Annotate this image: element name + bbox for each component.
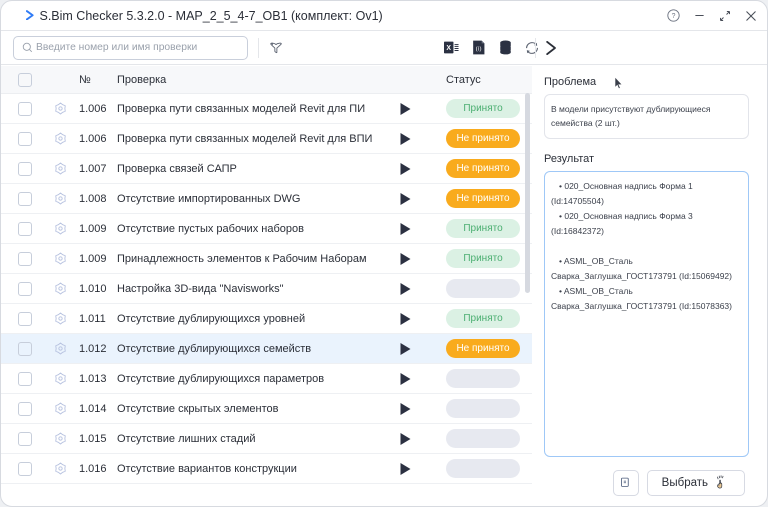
svg-text:(i): (i) (476, 45, 482, 52)
svg-text:X: X (446, 45, 451, 52)
svg-text:?: ? (672, 13, 676, 20)
